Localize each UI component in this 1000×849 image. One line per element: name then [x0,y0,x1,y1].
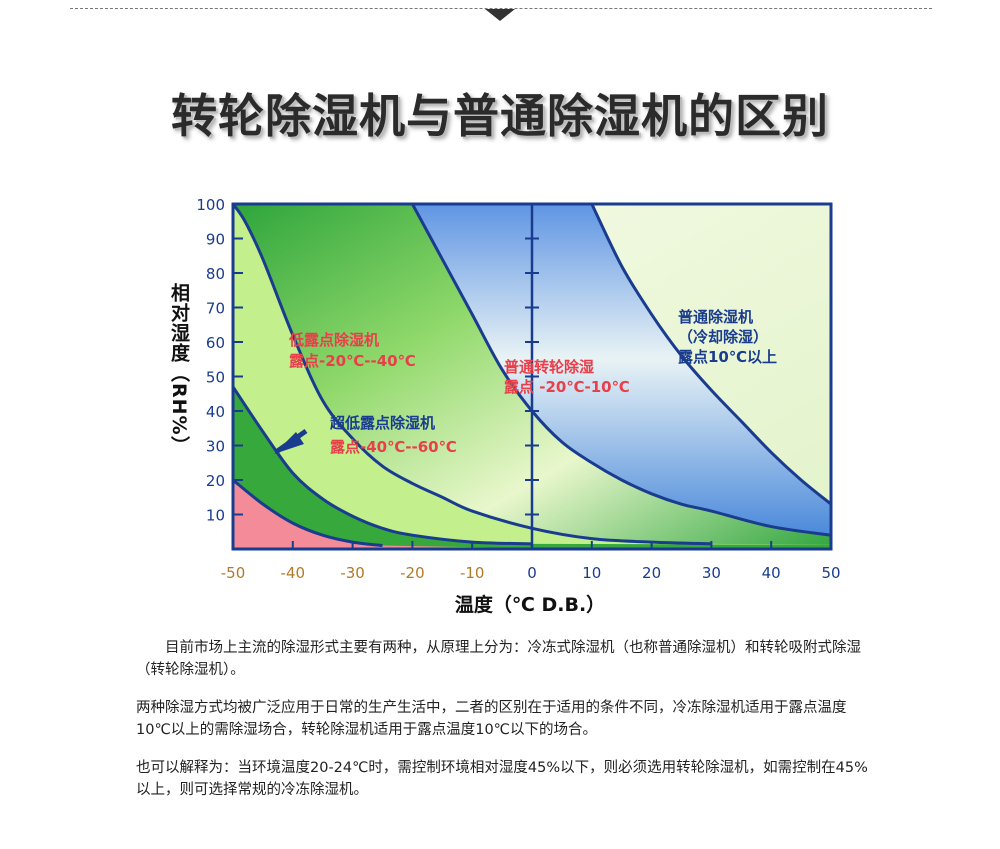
y-axis-label: 相对湿度（RH%） [168,283,190,456]
dew-curve [411,204,831,537]
region-label-rotary: 普通转轮除湿 [504,358,594,376]
region-note-low-dew: 露点-20℃--40℃ [289,352,416,370]
region-note-ultra-low-dew: 露点-40℃--60℃ [330,438,457,456]
x-tick-label: 40 [762,564,781,582]
x-tick-label: -50 [221,564,246,582]
x-axis-label: 温度（℃ D.B.） [454,594,606,616]
top-divider [70,8,932,9]
x-tick-label: 30 [702,564,721,582]
y-tick-label: 10 [206,507,225,525]
region-label-ordinary: 普通除湿机 [678,308,753,326]
y-tick-label: 100 [196,196,225,214]
y-tick-label: 70 [206,300,225,318]
y-tick-label: 30 [206,438,225,456]
region-pink [233,480,568,549]
y-tick-label: 40 [206,403,225,421]
dew-curve [590,204,831,506]
region-note2-ordinary: 露点10℃以上 [678,348,777,366]
region-label-low-dew: 低露点除湿机 [288,331,379,349]
page-title: 转轮除湿机与普通除湿机的区别 [171,89,829,143]
paragraph-3: 也可以解释为：当环境温度20-24℃时，需控制环境相对湿度45%以下，则必须选用… [136,760,868,798]
y-tick-label: 80 [206,265,225,283]
dew-curve [233,478,383,548]
y-tick-label: 50 [206,369,225,387]
x-tick-label: 20 [642,564,661,582]
x-tick-label: 50 [821,564,840,582]
x-tick-label: 10 [582,564,601,582]
x-tick-label: -10 [460,564,485,582]
paragraph-2: 两种除湿方式均被广泛应用于日常的生产生活中，二者的区别在于适用的条件不同，冷冻除… [136,700,847,738]
region-low-dew [233,204,831,549]
down-triangle-icon [485,9,515,21]
region-label-ultra-low-dew: 超低露点除湿机 [329,414,435,432]
y-tick-label: 60 [206,334,225,352]
y-tick-label: 90 [206,231,225,249]
region-note-rotary: 露点 -20℃-10℃ [504,378,630,396]
pointer-arrow-head-icon [274,432,304,454]
region-note-ordinary: （冷却除湿） [678,328,768,346]
dew-curve [233,204,712,546]
x-tick-label: 0 [527,564,537,582]
y-tick-label: 20 [206,472,225,490]
x-tick-label: -20 [400,564,425,582]
dew-curve [233,386,533,546]
x-tick-label: -30 [340,564,365,582]
dehumidifier-chart: 10 20 30 40 50 60 70 80 90 100 -50 -40 -30 -20 -10 0 10 2… [196,196,840,582]
paragraph-1: 目前市场上主流的除湿形式主要有两种，从原理上分为：冷冻式除湿机（也称普通除湿机）… [136,640,861,678]
x-tick-label: -40 [281,564,306,582]
